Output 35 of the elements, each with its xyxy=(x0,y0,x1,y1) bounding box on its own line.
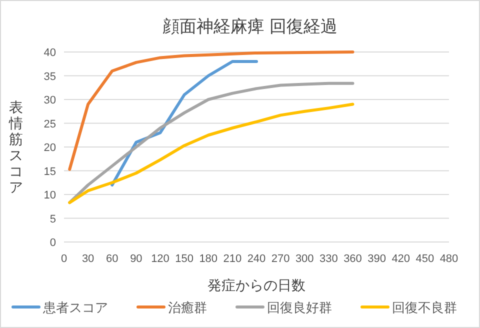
x-tick-label: 360 xyxy=(344,253,362,265)
y-tick-label: 40 xyxy=(44,47,56,59)
x-tick-label: 330 xyxy=(320,253,338,265)
chart-title: 顔面神経麻痺 回復経過 xyxy=(162,17,338,36)
legend-label: 患者スコア xyxy=(42,300,108,315)
x-tick-label: 240 xyxy=(247,253,266,265)
x-tick-label: 60 xyxy=(106,253,118,265)
y-tick-label: 30 xyxy=(44,94,56,106)
x-axis-title: 発症からの日数 xyxy=(208,277,306,293)
y-tick-label: 15 xyxy=(44,166,56,178)
x-tick-label: 0 xyxy=(60,253,68,265)
x-tick-label: 300 xyxy=(295,253,314,265)
x-tick-label: 90 xyxy=(130,253,142,265)
x-tick-label: 390 xyxy=(368,253,386,265)
x-tick-label: 30 xyxy=(82,253,94,265)
x-tick-label: 180 xyxy=(199,253,218,265)
x-tick-label: 270 xyxy=(271,253,290,265)
y-tick-label: 5 xyxy=(50,213,56,226)
y-tick-label: 35 xyxy=(44,70,56,83)
x-tick-label: 450 xyxy=(416,253,434,265)
y-axis-title: 表情筋スコア xyxy=(8,99,23,195)
y-tick-label: 10 xyxy=(44,190,56,202)
x-tick-label: 420 xyxy=(392,253,410,265)
x-tick-label: 210 xyxy=(223,253,242,265)
line-series xyxy=(68,50,354,171)
y-tick-label: 20 xyxy=(44,142,56,154)
x-tick-label: 150 xyxy=(175,253,194,265)
y-tick-label: 25 xyxy=(44,118,56,130)
y-tick-label: 0 xyxy=(50,237,56,249)
line-series xyxy=(68,102,354,204)
x-tick-label: 480 xyxy=(440,253,458,265)
x-tick-label: 120 xyxy=(151,253,170,265)
legend-label: 回復良好群 xyxy=(267,300,332,315)
legend-label: 治癒群 xyxy=(168,300,207,315)
legend-label: 回復不良群 xyxy=(392,300,457,315)
